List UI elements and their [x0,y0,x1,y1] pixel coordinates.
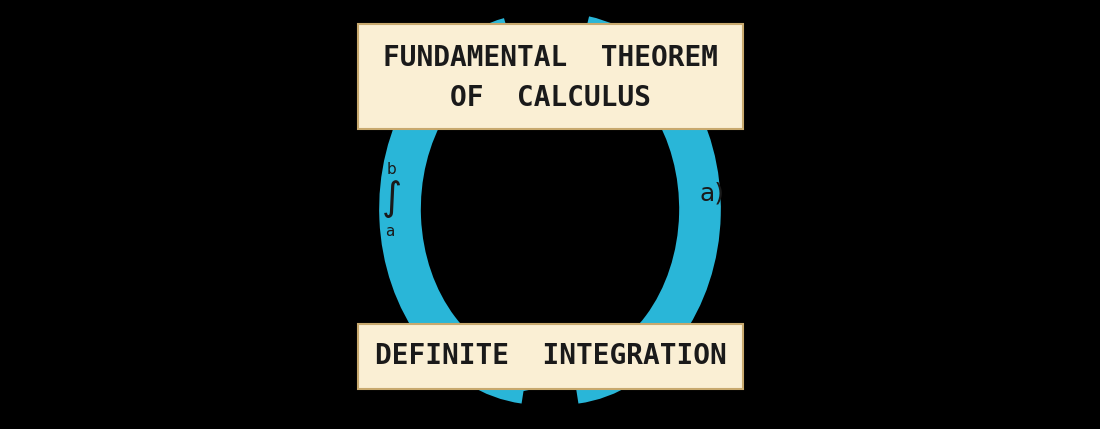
FancyBboxPatch shape [358,24,742,129]
Text: a): a) [700,182,725,206]
Polygon shape [569,24,596,44]
Text: ∫: ∫ [382,180,403,218]
Text: a: a [385,224,395,239]
Text: b: b [387,161,397,176]
FancyBboxPatch shape [358,324,742,389]
Text: DEFINITE  INTEGRATION: DEFINITE INTEGRATION [375,342,726,371]
Text: OF  CALCULUS: OF CALCULUS [450,84,651,112]
Text: FUNDAMENTAL  THEOREM: FUNDAMENTAL THEOREM [383,44,718,72]
Polygon shape [517,372,544,392]
